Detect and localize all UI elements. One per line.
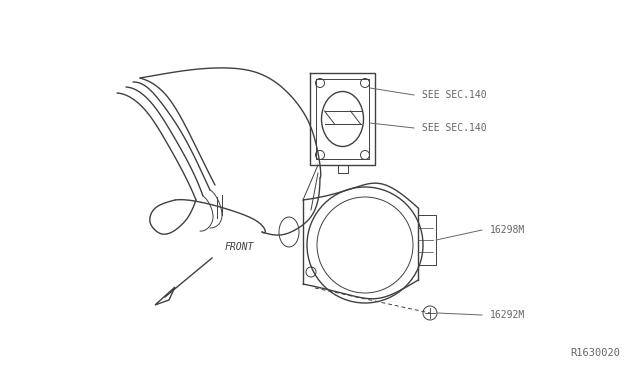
- Text: FRONT: FRONT: [225, 242, 254, 252]
- Text: 16298M: 16298M: [490, 225, 525, 235]
- Text: 16292M: 16292M: [490, 310, 525, 320]
- Text: SEE SEC.140: SEE SEC.140: [422, 123, 486, 133]
- Text: R1630020: R1630020: [570, 348, 620, 358]
- Text: SEE SEC.140: SEE SEC.140: [422, 90, 486, 100]
